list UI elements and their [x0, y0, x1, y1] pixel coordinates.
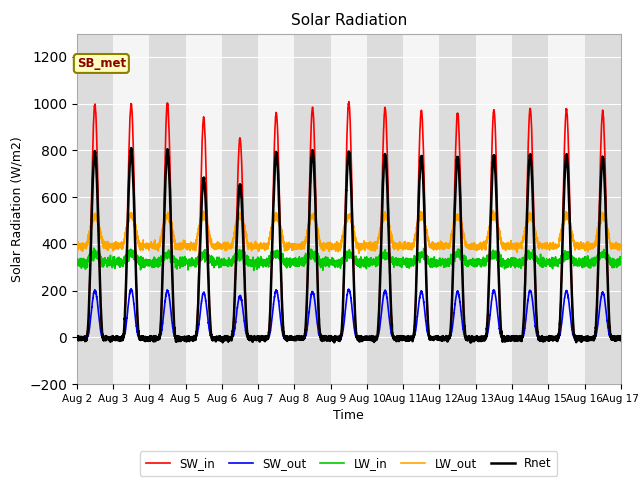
LW_in: [171, 255, 179, 261]
SW_in: [471, 335, 479, 340]
SW_in: [441, 335, 449, 340]
Bar: [476, 34, 512, 384]
LW_in: [90, 245, 97, 251]
Rnet: [502, 336, 509, 342]
Bar: [113, 34, 149, 384]
LW_out: [616, 242, 624, 248]
SW_in: [617, 335, 625, 340]
Bar: [584, 34, 621, 384]
Rnet: [616, 334, 624, 339]
Line: LW_out: LW_out: [77, 211, 621, 253]
Rnet: [73, 335, 81, 340]
Legend: SW_in, SW_out, LW_in, LW_out, Rnet: SW_in, SW_out, LW_in, LW_out, Rnet: [140, 451, 557, 476]
SW_out: [127, 286, 134, 292]
Y-axis label: Solar Radiation (W/m2): Solar Radiation (W/m2): [11, 136, 24, 282]
Bar: [440, 34, 476, 384]
Bar: [77, 34, 113, 384]
Bar: [258, 34, 294, 384]
SW_in: [502, 335, 509, 340]
Text: SB_met: SB_met: [77, 57, 126, 70]
SW_out: [171, 334, 179, 339]
SW_out: [329, 335, 337, 340]
Line: Rnet: Rnet: [77, 148, 621, 343]
Bar: [294, 34, 331, 384]
LW_out: [441, 241, 449, 247]
SW_out: [441, 335, 449, 340]
LW_out: [617, 243, 625, 249]
LW_out: [355, 251, 363, 256]
SW_out: [471, 335, 479, 340]
Bar: [367, 34, 403, 384]
SW_out: [616, 335, 624, 340]
Line: SW_out: SW_out: [77, 289, 621, 337]
Bar: [186, 34, 222, 384]
LW_out: [171, 236, 179, 242]
LW_out: [73, 243, 81, 249]
SW_in: [171, 329, 179, 335]
Rnet: [127, 145, 135, 151]
SW_in: [345, 99, 353, 105]
Bar: [512, 34, 548, 384]
Bar: [403, 34, 440, 384]
LW_in: [617, 257, 625, 263]
LW_in: [502, 262, 509, 268]
Bar: [149, 34, 186, 384]
LW_out: [490, 208, 497, 214]
LW_in: [471, 260, 479, 266]
Line: LW_in: LW_in: [77, 248, 621, 270]
Rnet: [171, 330, 179, 336]
Line: SW_in: SW_in: [77, 102, 621, 337]
SW_out: [73, 335, 81, 340]
LW_in: [616, 262, 624, 267]
LW_out: [328, 242, 336, 248]
Rnet: [617, 334, 625, 339]
Rnet: [441, 336, 449, 342]
Bar: [331, 34, 367, 384]
LW_in: [441, 257, 449, 263]
SW_in: [616, 335, 624, 340]
Rnet: [329, 335, 337, 341]
LW_in: [73, 259, 81, 265]
LW_out: [471, 241, 479, 247]
Bar: [222, 34, 258, 384]
SW_out: [617, 335, 625, 340]
LW_out: [502, 243, 509, 249]
SW_out: [502, 335, 509, 340]
Rnet: [471, 336, 479, 342]
Bar: [621, 34, 640, 384]
SW_in: [73, 335, 81, 340]
Rnet: [467, 340, 474, 346]
X-axis label: Time: Time: [333, 409, 364, 422]
SW_in: [328, 335, 336, 340]
Bar: [548, 34, 584, 384]
Title: Solar Radiation: Solar Radiation: [291, 13, 407, 28]
LW_in: [329, 262, 337, 267]
LW_in: [250, 267, 258, 273]
